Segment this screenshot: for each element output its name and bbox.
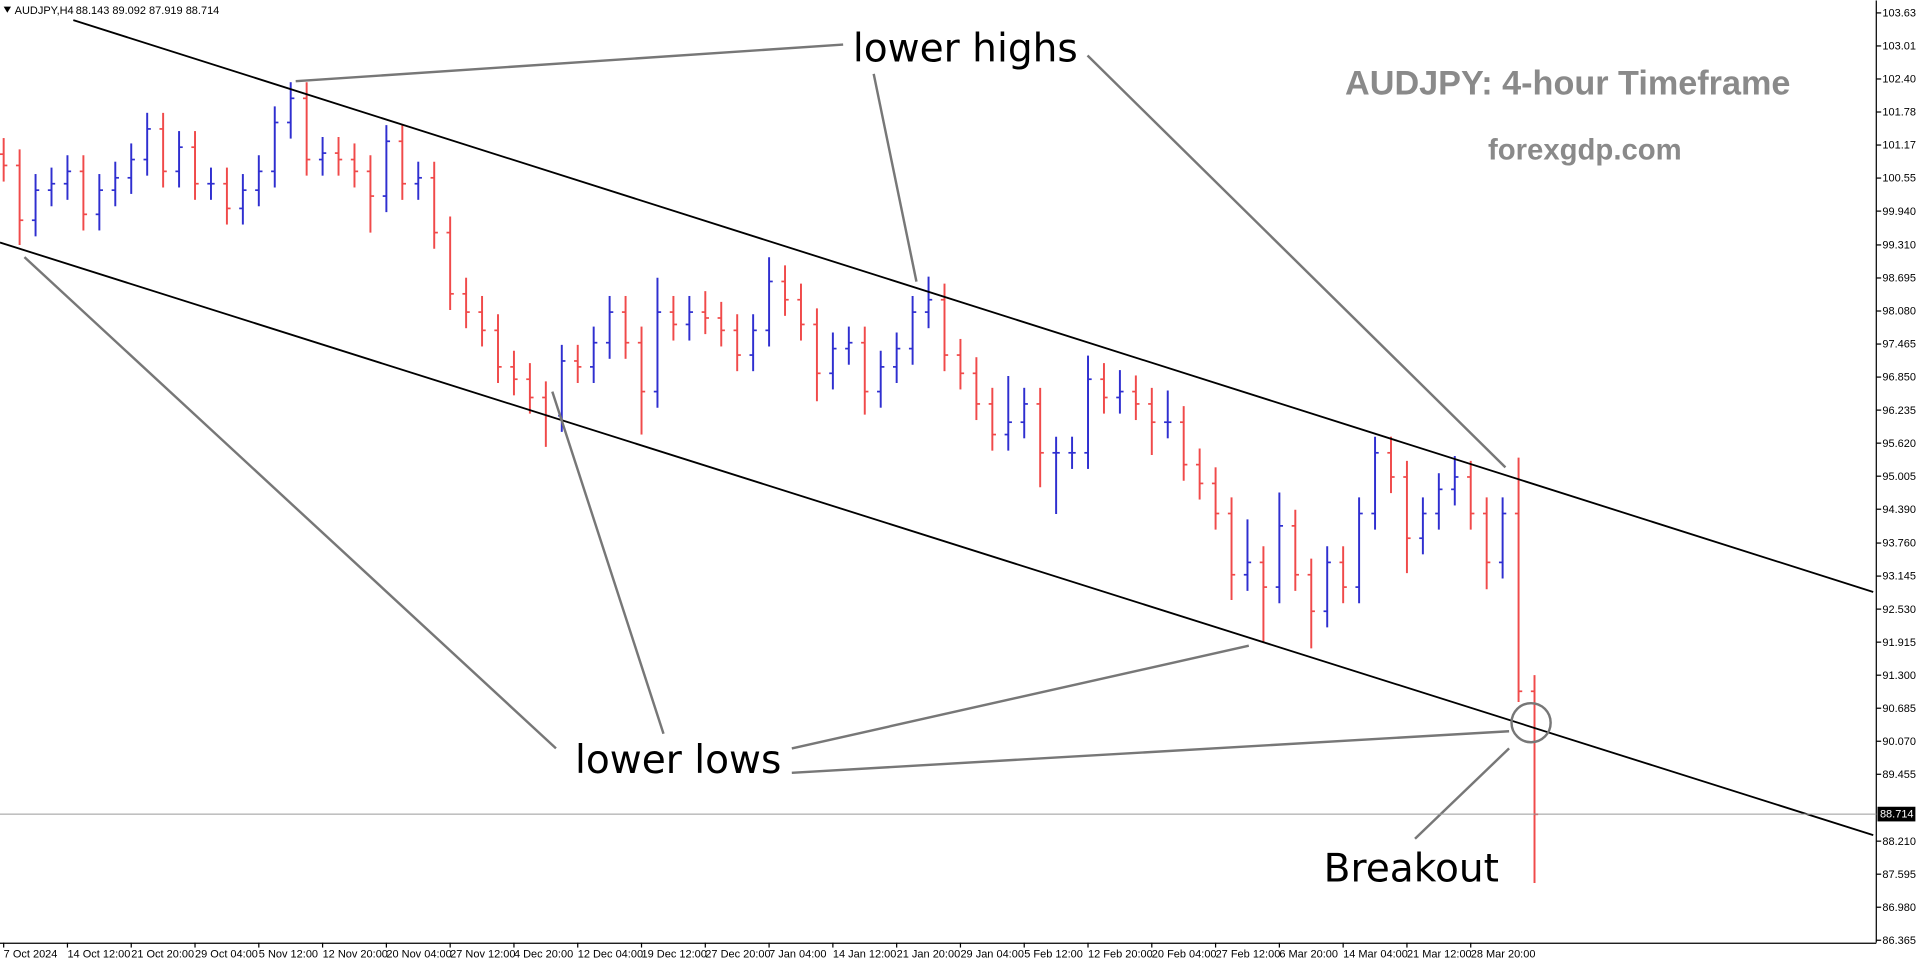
annotation: Breakout	[1324, 847, 1499, 892]
y-tick-label: 90.070	[1882, 736, 1916, 748]
symbol: AUDJPY,H4	[15, 5, 74, 17]
y-tick-label: 99.940	[1882, 206, 1916, 218]
x-tick-label: 14 Mar 04:00	[1343, 948, 1408, 960]
x-tick-label: 12 Feb 20:00	[1088, 948, 1153, 960]
x-tick-label: 19 Dec 12:00	[642, 948, 707, 960]
y-tick-label: 86.980	[1882, 902, 1916, 914]
x-tick-label: 7 Jan 04:00	[769, 948, 826, 960]
pointer-line	[791, 730, 1510, 775]
x-tick-label: 20 Feb 04:00	[1152, 948, 1217, 960]
bars	[0, 82, 1539, 884]
header-values: 88.143 89.092 87.919 88.714	[76, 5, 220, 17]
pointer-line	[872, 73, 918, 282]
last-price-label: 88.714	[1880, 809, 1914, 821]
x-tick-label: 14 Oct 12:00	[67, 948, 130, 960]
last-price-box	[1877, 806, 1916, 822]
y-tick-label: 88.210	[1882, 836, 1916, 848]
y-tick-label: 97.465	[1882, 339, 1916, 351]
lower-channel-line	[0, 241, 1874, 837]
y-tick-label: 103.630	[1882, 8, 1916, 20]
y-tick-label: 95.620	[1882, 438, 1916, 450]
chart-title: AUDJPY: 4-hour Timeframe	[1345, 65, 1790, 103]
x-tick-label: 6 Mar 20:00	[1279, 948, 1338, 960]
breakout-circle	[1510, 701, 1552, 744]
y-tick-label: 99.310	[1882, 240, 1916, 252]
y-tick-label: 91.915	[1882, 637, 1916, 649]
y-tick-label: 86.365	[1882, 935, 1916, 947]
y-tick-label: 93.760	[1882, 538, 1916, 550]
menu-arrow	[3, 6, 11, 13]
y-tick-label: 98.080	[1882, 306, 1916, 318]
x-tick-label: 29 Oct 04:00	[195, 948, 258, 960]
x-tick-label: 27 Nov 12:00	[450, 948, 515, 960]
x-tick-label: 14 Jan 12:00	[833, 948, 897, 960]
y-tick-label: 100.555	[1882, 173, 1916, 185]
x-tick-label: 12 Dec 04:00	[578, 948, 643, 960]
x-tick-label: 21 Mar 12:00	[1407, 948, 1472, 960]
y-tick-label: 101.785	[1882, 107, 1916, 119]
y-tick-label: 95.005	[1882, 471, 1916, 483]
y-tick-label: 101.170	[1882, 140, 1916, 152]
pointer-line	[1414, 747, 1510, 840]
y-tick-label: 91.300	[1882, 670, 1916, 682]
y-tick-label: 102.400	[1882, 74, 1916, 86]
y-tick-label: 98.695	[1882, 273, 1916, 285]
pointer-line	[295, 43, 844, 83]
x-tick-label: 21 Jan 20:00	[897, 948, 961, 960]
x-tick-label: 21 Oct 20:00	[131, 948, 194, 960]
y-tick-label: 89.455	[1882, 769, 1916, 781]
y-tick-label: 96.235	[1882, 405, 1916, 417]
chart-subtitle: forexgdp.com	[1488, 133, 1682, 166]
x-tick-label: 5 Nov 12:00	[259, 948, 318, 960]
x-tick-label: 7 Oct 2024	[4, 948, 58, 960]
y-tick-label: 94.390	[1882, 504, 1916, 516]
y-tick-label: 96.850	[1882, 372, 1916, 384]
y-tick-label: 103.015	[1882, 41, 1916, 53]
pointer-line	[791, 644, 1250, 750]
x-tick-label: 27 Feb 12:00	[1216, 948, 1281, 960]
annotation: lower lows	[575, 738, 781, 783]
annotation: lower highs	[853, 27, 1078, 72]
x-tick-label: 5 Feb 12:00	[1024, 948, 1083, 960]
x-tick-label: 20 Nov 04:00	[386, 948, 451, 960]
y-tick-label: 87.595	[1882, 869, 1916, 881]
x-tick-label: 27 Dec 20:00	[705, 948, 770, 960]
upper-channel-line	[73, 19, 1874, 593]
y-tick-label: 93.145	[1882, 571, 1916, 583]
pointer-line	[23, 256, 557, 750]
x-tick-label: 29 Jan 04:00	[960, 948, 1024, 960]
y-tick-label: 90.685	[1882, 703, 1916, 715]
x-tick-label: 12 Nov 20:00	[323, 948, 388, 960]
y-tick-label: 92.530	[1882, 604, 1916, 616]
x-tick-label: 4 Dec 20:00	[514, 948, 573, 960]
x-tick-label: 28 Mar 20:00	[1471, 948, 1536, 960]
pointer-line	[551, 391, 665, 735]
pointer-line	[1086, 54, 1507, 469]
